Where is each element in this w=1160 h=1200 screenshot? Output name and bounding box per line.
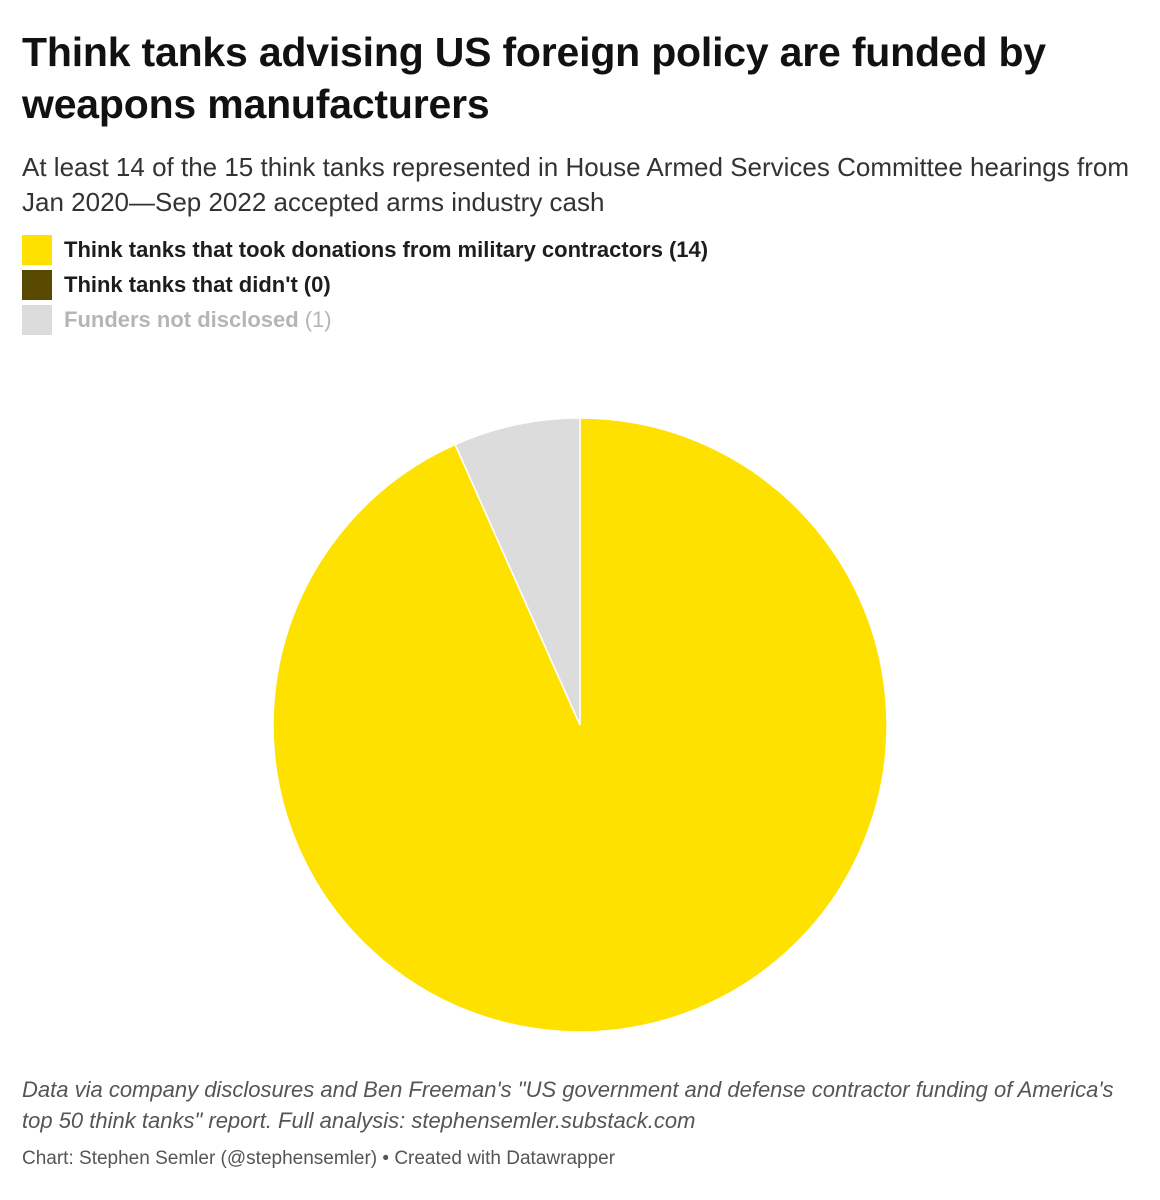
- source-notes: Data via company disclosures and Ben Fre…: [22, 1077, 1114, 1133]
- legend-item-undisclosed: Funders not disclosed (1): [22, 302, 1142, 337]
- chart-title: Think tanks advising US foreign policy a…: [22, 29, 1046, 127]
- chart-header: Think tanks advising US foreign policy a…: [22, 26, 1142, 337]
- legend: Think tanks that took donations from mil…: [22, 232, 1142, 337]
- pie-slice-undisclosed: [454, 417, 581, 726]
- chart-subtitle: At least 14 of the 15 think tanks repres…: [22, 152, 1129, 217]
- legend-count-donations: (14): [668, 236, 709, 262]
- legend-item-donations: Think tanks that took donations from mil…: [22, 232, 1142, 267]
- legend-label-didnt: Think tanks that didn't: [64, 271, 298, 297]
- legend-item-didnt: Think tanks that didn't (0): [22, 267, 1142, 302]
- legend-swatch-undisclosed: [22, 304, 52, 335]
- legend-count-didnt: (0): [303, 271, 331, 297]
- legend-label-donations: Think tanks that took donations from mil…: [64, 236, 663, 262]
- legend-swatch-didnt: [22, 269, 52, 300]
- legend-count-undisclosed: (1): [304, 306, 332, 332]
- legend-label-undisclosed: Funders not disclosed: [64, 306, 299, 332]
- legend-swatch-donations: [22, 234, 52, 265]
- chart-byline: Chart: Stephen Semler (@stephensemler) •…: [22, 1148, 616, 1169]
